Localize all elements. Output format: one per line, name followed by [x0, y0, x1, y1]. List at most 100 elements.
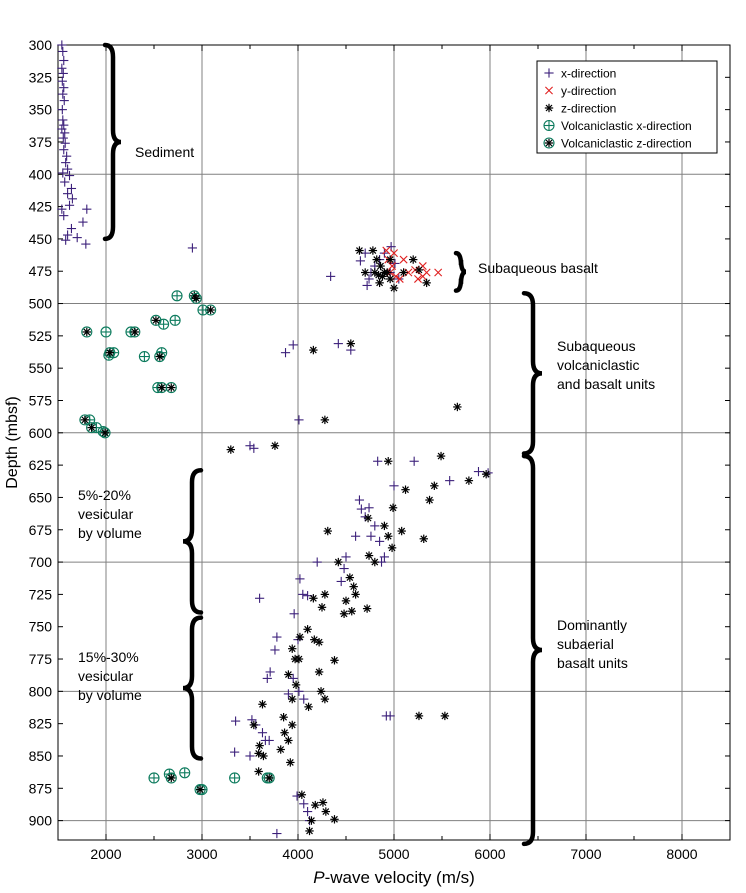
brace-subaerial	[521, 453, 543, 847]
data-point	[231, 716, 241, 726]
data-point	[100, 326, 112, 338]
data-point	[341, 596, 351, 606]
data-point	[57, 76, 67, 86]
data-point	[414, 274, 422, 283]
data-point	[294, 654, 304, 664]
data-point	[58, 133, 68, 143]
data-point	[464, 476, 474, 485]
data-point	[346, 339, 355, 348]
legend-marker	[544, 68, 554, 78]
data-points	[57, 40, 493, 839]
data-point	[154, 350, 166, 363]
data-point	[347, 606, 356, 616]
data-point	[148, 772, 160, 784]
y-tick-label: 675	[29, 522, 53, 538]
data-point	[375, 278, 384, 288]
data-point	[385, 255, 395, 264]
data-point	[249, 720, 259, 730]
data-point	[326, 271, 336, 281]
data-point	[414, 711, 424, 721]
data-point	[364, 274, 374, 284]
data-point	[187, 243, 197, 253]
data-point	[341, 552, 351, 562]
data-point	[286, 758, 295, 767]
data-point	[99, 427, 111, 439]
data-point	[60, 177, 70, 187]
data-point	[382, 246, 391, 255]
data-point	[297, 790, 307, 799]
data-point	[481, 469, 491, 479]
data-point	[58, 115, 68, 125]
data-point	[339, 563, 349, 574]
data-point	[280, 348, 291, 358]
data-point	[294, 686, 304, 696]
data-point	[66, 223, 77, 234]
data-point	[272, 632, 282, 642]
data-point	[422, 278, 431, 288]
annotation-text: Dominantly	[557, 617, 627, 633]
legend: x-direction y-direction z-direction Volcani…	[536, 60, 718, 154]
annotation-text: subaerial	[557, 636, 614, 652]
data-point	[399, 255, 408, 264]
legend-marker	[543, 137, 555, 149]
data-point	[64, 200, 75, 210]
annotation-text: by volume	[78, 687, 142, 703]
data-point	[385, 274, 395, 284]
data-point	[245, 751, 255, 761]
data-point	[229, 772, 241, 784]
data-point	[351, 531, 361, 541]
data-point	[179, 767, 191, 779]
y-tick-label: 850	[29, 748, 53, 764]
data-point	[425, 495, 434, 505]
data-point	[473, 466, 484, 477]
data-point	[291, 680, 301, 690]
data-point	[298, 589, 308, 599]
data-point	[351, 590, 360, 599]
data-point	[194, 784, 206, 796]
data-point	[355, 246, 364, 255]
data-point	[384, 457, 393, 466]
data-point	[378, 272, 387, 281]
y-tick-label: 325	[29, 69, 53, 85]
data-point	[72, 233, 82, 243]
brace-vesicular-5-20	[182, 468, 204, 615]
data-point	[345, 573, 355, 582]
axis-ticks: 300 325 350 375 400 425 450 475 500 525 550 575 600 6…	[29, 37, 731, 862]
data-point	[362, 280, 372, 291]
data-point	[288, 340, 298, 350]
grid-lines	[58, 45, 730, 840]
data-point	[304, 702, 313, 712]
data-point	[314, 638, 324, 647]
data-point	[418, 272, 427, 281]
data-point	[59, 55, 69, 66]
data-point	[59, 120, 69, 130]
legend-label: Volcaniclastic z-direction	[561, 137, 692, 151]
data-point	[86, 422, 98, 434]
annotation-text: 15%-30%	[78, 649, 139, 665]
data-point	[61, 158, 71, 168]
data-point	[434, 268, 443, 277]
data-point	[409, 255, 418, 264]
data-point	[288, 720, 297, 730]
data-point	[314, 667, 324, 677]
data-point	[226, 445, 235, 454]
data-point	[265, 667, 275, 677]
data-point	[317, 603, 327, 612]
data-point	[58, 168, 68, 178]
data-point	[339, 609, 349, 618]
y-tick-label: 725	[29, 586, 53, 602]
data-point	[78, 217, 88, 227]
data-point	[254, 767, 263, 776]
data-point	[430, 481, 439, 491]
data-point	[356, 504, 366, 514]
brace-vesicular-15-30	[182, 615, 204, 761]
data-point	[57, 40, 67, 50]
data-point	[59, 145, 69, 155]
data-point	[363, 513, 373, 523]
annotation-text: Subaqueous	[557, 338, 636, 354]
data-point	[129, 326, 141, 338]
y-tick-label: 825	[29, 716, 53, 732]
y-tick-label: 775	[29, 651, 53, 667]
data-point	[349, 582, 358, 591]
data-point	[288, 673, 298, 684]
